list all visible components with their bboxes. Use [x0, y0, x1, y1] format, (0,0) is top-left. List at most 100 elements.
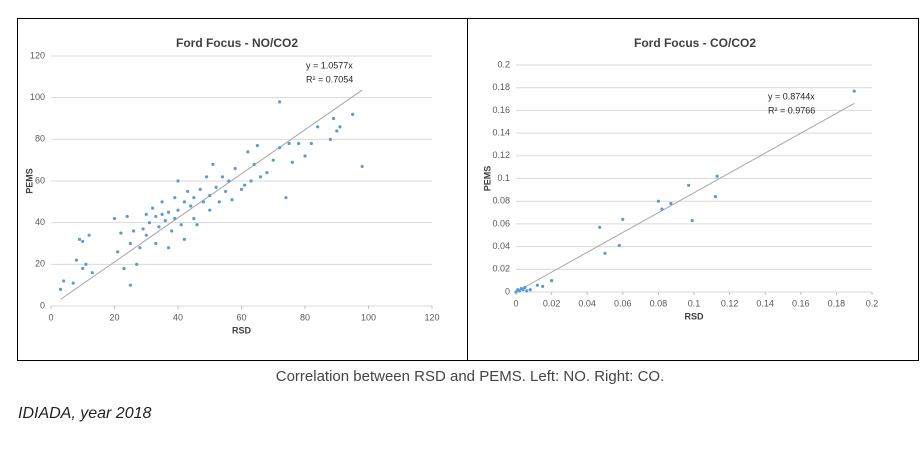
point: [147, 221, 152, 225]
x-tick-label: 0.18: [828, 298, 846, 308]
source: IDIADA, year 2018: [18, 405, 152, 422]
point: [287, 141, 291, 146]
point: [316, 125, 320, 129]
point: [246, 150, 250, 154]
point: [90, 271, 94, 275]
point: [713, 195, 717, 199]
point: [335, 129, 339, 133]
point: [71, 281, 75, 285]
point: [208, 193, 212, 198]
point: [160, 212, 164, 216]
point: [163, 218, 167, 223]
y-tick-label: 0.16: [492, 105, 510, 115]
trendline: [60, 89, 363, 300]
point: [669, 201, 673, 206]
point: [170, 229, 174, 233]
trendline: [515, 102, 855, 293]
point: [271, 158, 275, 162]
point: [144, 233, 148, 237]
caption: Correlation between RSD and PEMS. Left: …: [275, 368, 665, 385]
point: [525, 289, 529, 293]
point: [179, 223, 183, 227]
point: [77, 237, 82, 241]
point: [138, 246, 142, 250]
point: [112, 216, 117, 221]
y-axis-title: PEMS: [24, 168, 34, 194]
point: [151, 206, 155, 210]
point: [541, 284, 545, 288]
point: [119, 231, 123, 235]
point: [331, 116, 336, 121]
y-tick-label: 0.1: [497, 173, 510, 183]
point: [660, 207, 664, 211]
x-tick-label: 40: [173, 312, 183, 322]
x-tick-label: 20: [109, 312, 119, 322]
point: [84, 262, 88, 266]
x-tick-label: 0.14: [756, 298, 774, 308]
point: [154, 241, 158, 246]
x-tick-label: 0.2: [866, 298, 879, 308]
x-tick-label: 60: [236, 312, 246, 322]
x-tick-label: 0: [48, 312, 53, 322]
point: [182, 237, 186, 241]
point: [201, 200, 205, 204]
point: [224, 189, 228, 194]
point: [258, 175, 263, 179]
point: [621, 217, 625, 221]
point: [249, 179, 253, 183]
point: [656, 199, 661, 203]
point: [81, 266, 85, 271]
y-tick-label: 0.18: [492, 82, 510, 92]
annotation: y = 0.8744x: [768, 91, 815, 101]
point: [173, 216, 177, 221]
point: [233, 166, 237, 171]
annotation: R² = 0.7054: [306, 74, 353, 84]
point: [192, 216, 196, 221]
point: [122, 266, 126, 271]
point: [195, 223, 199, 227]
y-tick-label: 0.2: [497, 59, 510, 69]
point: [220, 175, 225, 179]
point: [227, 179, 231, 183]
x-tick-label: 100: [361, 312, 376, 322]
point: [278, 100, 282, 104]
point: [521, 288, 525, 292]
point: [598, 225, 602, 229]
point: [303, 154, 307, 158]
y-tick-label: 0.14: [492, 127, 510, 137]
point: [338, 125, 342, 129]
y-tick-label: 0.04: [492, 241, 510, 251]
point: [157, 225, 161, 229]
point: [154, 214, 158, 219]
y-tick-label: 60: [35, 175, 45, 185]
point: [160, 200, 164, 204]
point: [550, 279, 554, 283]
y-tick-label: 0: [505, 286, 510, 296]
point: [252, 162, 256, 166]
point: [58, 287, 63, 291]
chart-title: Ford Focus - CO/CO2: [634, 36, 756, 50]
point: [182, 200, 186, 204]
point: [192, 196, 196, 200]
annotation: R² = 0.9766: [768, 105, 815, 115]
y-tick-label: 0.08: [492, 196, 510, 206]
point: [278, 146, 282, 150]
point: [176, 179, 180, 183]
x-axis-title: RSD: [684, 311, 704, 321]
x-tick-label: 0.08: [650, 298, 668, 308]
point: [528, 288, 532, 292]
point: [328, 137, 332, 141]
x-tick-label: 80: [300, 312, 310, 322]
point: [176, 208, 180, 212]
point: [204, 175, 209, 179]
y-axis-title: PEMS: [482, 166, 492, 192]
point: [255, 143, 259, 148]
point: [166, 246, 171, 250]
point: [284, 196, 288, 200]
point: [74, 258, 78, 262]
point: [690, 218, 694, 223]
x-tick-label: 0.1: [688, 298, 701, 308]
point: [514, 290, 518, 294]
point: [715, 174, 719, 178]
point: [290, 160, 294, 164]
